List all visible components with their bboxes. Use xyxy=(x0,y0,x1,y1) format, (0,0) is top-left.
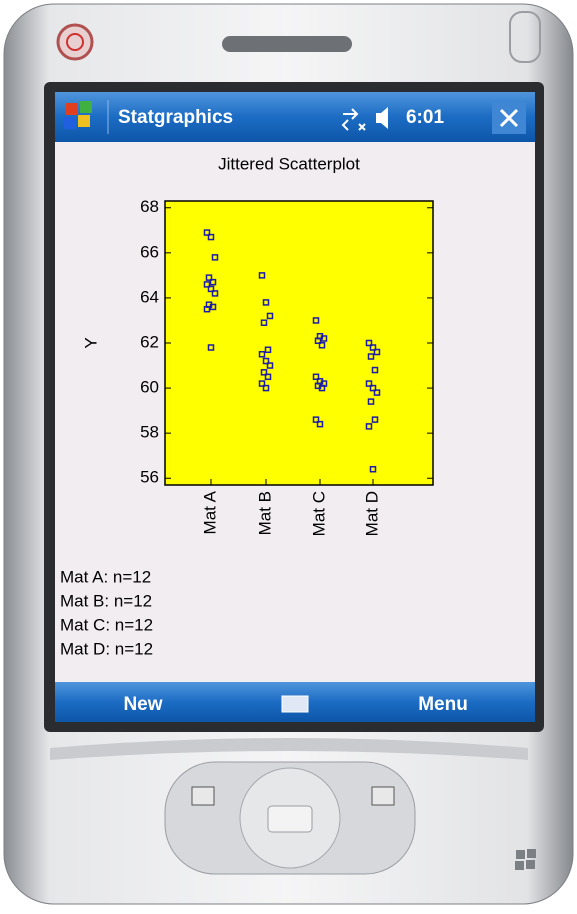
y-tick-label: 58 xyxy=(140,423,159,442)
x-tick-label: Mat A xyxy=(200,490,219,534)
summary-line: Mat B: n=12 xyxy=(60,591,152,610)
y-tick-label: 64 xyxy=(140,287,159,306)
summary-line: Mat C: n=12 xyxy=(60,615,153,634)
start-icon[interactable] xyxy=(64,101,92,129)
y-tick-label: 62 xyxy=(140,332,159,351)
y-axis-label: Y xyxy=(81,337,100,348)
soft-key-left[interactable] xyxy=(192,787,214,805)
speaker xyxy=(222,36,352,52)
plot-area xyxy=(165,201,433,485)
clock: 6:01 xyxy=(406,107,444,128)
dpad-center[interactable] xyxy=(268,806,312,832)
summary-line: Mat D: n=12 xyxy=(60,639,153,658)
menu-right[interactable]: Menu xyxy=(418,694,468,715)
chart-title: Jittered Scatterplot xyxy=(218,154,360,173)
summary-line: Mat A: n=12 xyxy=(60,567,151,586)
y-tick-label: 60 xyxy=(140,378,159,397)
app-title: Statgraphics xyxy=(118,107,233,128)
power-button[interactable] xyxy=(58,25,92,59)
x-tick-label: Mat C xyxy=(309,491,328,536)
y-tick-label: 68 xyxy=(140,197,159,216)
keyboard-icon[interactable] xyxy=(282,696,308,712)
device: Statgraphics 6:01 Jittered Scatterplot Y… xyxy=(0,0,577,909)
y-tick-label: 56 xyxy=(140,468,159,487)
x-tick-label: Mat B xyxy=(255,491,274,535)
y-tick-label: 66 xyxy=(140,242,159,261)
x-tick-label: Mat D xyxy=(362,491,381,536)
soft-key-right[interactable] xyxy=(372,787,394,805)
menu-left[interactable]: New xyxy=(123,694,162,715)
